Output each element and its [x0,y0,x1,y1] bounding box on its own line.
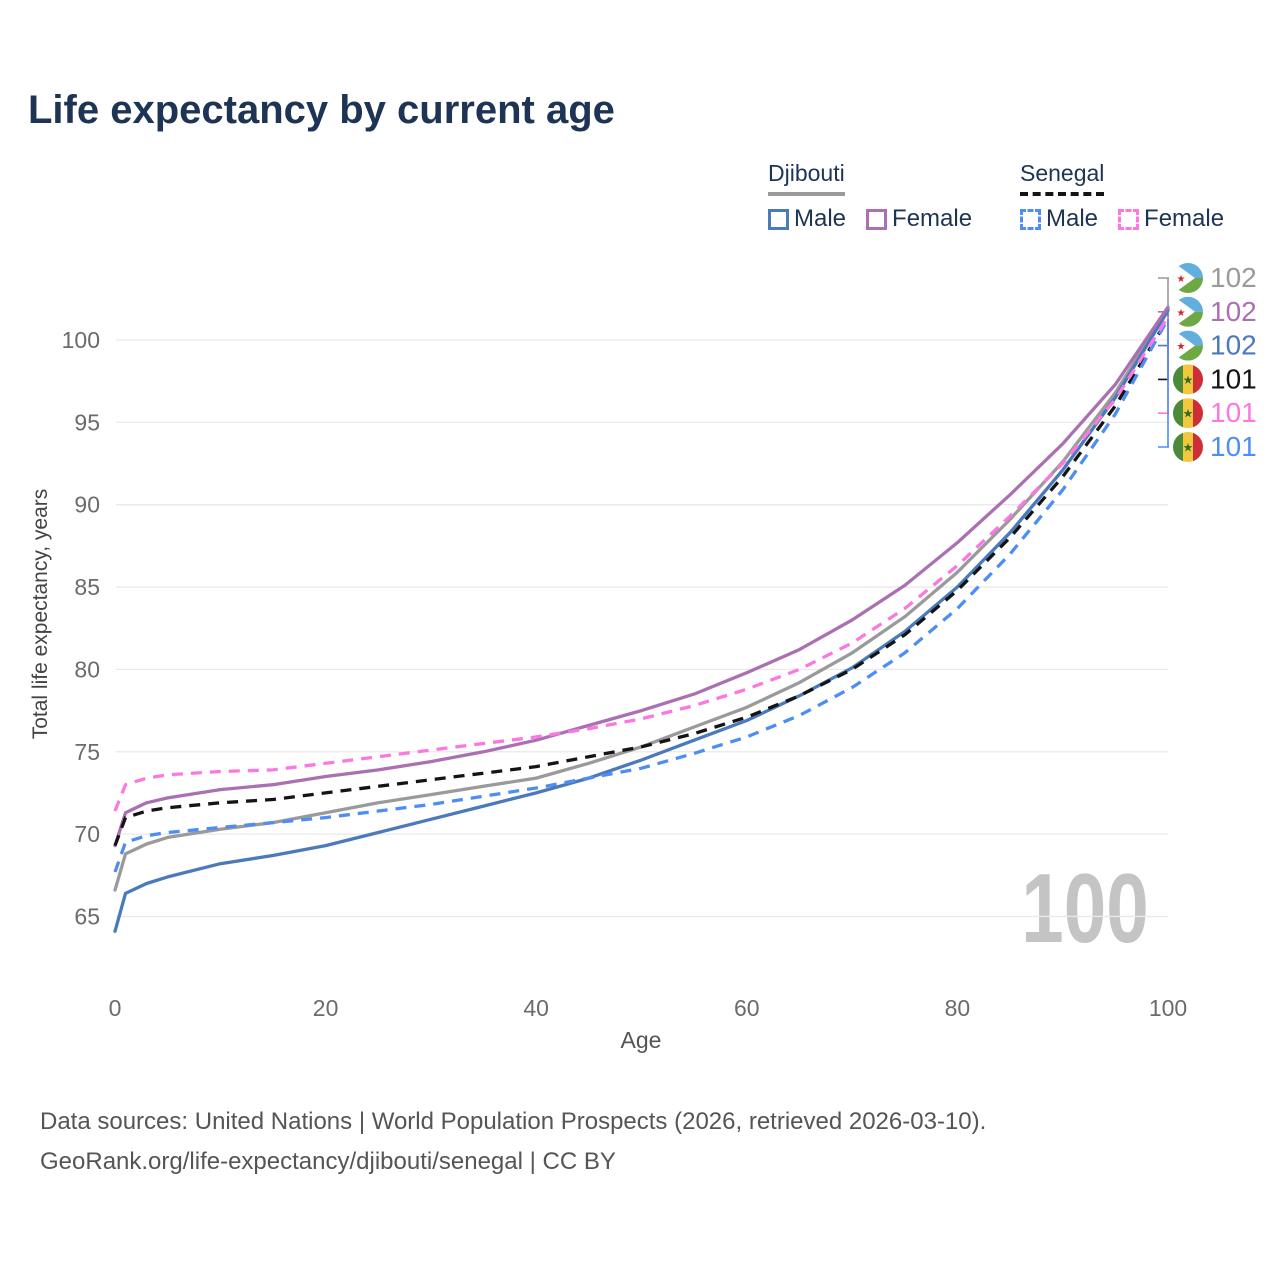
legend-label: Female [892,205,973,232]
flag-art: ★ [1173,263,1203,293]
djibouti-flag-icon: ★ [1173,263,1203,293]
flag-band-green [1173,398,1183,429]
flag-art: ★ [1173,330,1203,361]
djibouti-flag-icon: ★ [1173,330,1203,361]
flag-art: ★ [1173,296,1203,327]
series-line-senegal-female [113,316,1170,812]
series-line-djibouti-female [113,305,1170,848]
y-tick-label: 85 [74,574,100,600]
flag-band-green [1173,364,1183,395]
djibouti-female-swatch-icon [866,208,888,230]
data-sources-text: Data sources: United Nations | World Pop… [40,1108,987,1135]
flag-art: ★ [1173,432,1203,462]
flag-band-red [1193,364,1203,395]
flag-band-yellow [1183,432,1193,462]
flag-star: ★ [1183,373,1194,387]
senegal-flag-icon: ★ [1173,432,1203,462]
legend-item-senegal-female[interactable]: Female [1118,205,1224,233]
senegal-flag-icon: ★ [1173,398,1203,429]
attribution-link[interactable]: GeoRank.org/life-expectancy/djibouti/sen… [40,1148,616,1175]
legend-item-djibouti-female[interactable]: Female [866,205,972,233]
end-label-value: 102 [1210,296,1257,327]
flag-band-red [1193,398,1203,429]
djibouti-flag-icon: ★ [1173,296,1203,327]
x-tick-label: 40 [523,995,549,1021]
end-label-value: 102 [1210,262,1257,293]
y-tick-label: 90 [74,492,100,518]
legend-country-djibouti: Djibouti [768,160,845,196]
legend-country-senegal: Senegal [1020,160,1105,196]
y-tick-label: 75 [74,739,100,765]
x-tick-label: 20 [313,995,339,1021]
end-label-leader [1158,318,1169,448]
legend-label: Male [794,205,847,232]
series-line-senegal-total [113,317,1170,847]
djibouti-male-swatch-icon [768,208,789,230]
y-tick-label: 80 [74,656,100,682]
legend-item-djibouti-male[interactable]: Male [768,205,846,233]
end-label-value: 101 [1210,431,1257,462]
x-tick-label: 100 [1149,995,1187,1021]
legend-label: Female [1144,205,1225,232]
end-label-value: 101 [1210,397,1257,428]
legend-group-djibouti: Djibouti Male Female [768,160,972,233]
flag-art: ★ [1173,398,1203,429]
x-tick-label: 80 [945,995,971,1021]
flag-triangle [1173,296,1195,327]
flag-art: ★ [1173,364,1203,395]
y-axis-title: Total life expectancy, years [29,489,52,740]
flag-triangle [1173,263,1195,293]
x-tick-label: 0 [109,995,122,1021]
flag-band-red [1193,432,1203,462]
legend-item-senegal-male[interactable]: Male [1020,205,1098,233]
flag-star: ★ [1177,342,1186,353]
series-line-djibouti-total [113,307,1170,892]
flag-star: ★ [1177,274,1186,285]
series-line-senegal-male [113,317,1170,873]
x-axis-title: Age [621,1027,662,1053]
flag-band-yellow [1183,364,1193,395]
flag-star: ★ [1183,407,1194,421]
end-label-value: 102 [1210,330,1257,361]
y-tick-label: 100 [62,327,100,353]
y-tick-label: 65 [74,903,100,929]
senegal-male-swatch-icon [1020,208,1041,230]
flag-band-yellow [1183,398,1193,429]
legend-label: Male [1046,205,1099,232]
end-label-leader [1158,277,1169,309]
flag-band-green [1173,432,1183,462]
legend-group-senegal: Senegal Male Female [1020,160,1224,233]
x-tick-label: 60 [734,995,760,1021]
flag-triangle [1173,330,1195,361]
y-tick-label: 95 [74,409,100,435]
senegal-female-swatch-icon [1118,208,1140,230]
age-watermark: 100 [1021,852,1149,963]
end-label-value: 101 [1210,363,1257,394]
series-line-djibouti-male [113,308,1170,933]
flag-star: ★ [1177,308,1186,319]
page-title: Life expectancy by current age [28,88,615,132]
y-tick-label: 70 [74,821,100,847]
flag-star: ★ [1183,441,1194,455]
senegal-flag-icon: ★ [1173,364,1203,395]
